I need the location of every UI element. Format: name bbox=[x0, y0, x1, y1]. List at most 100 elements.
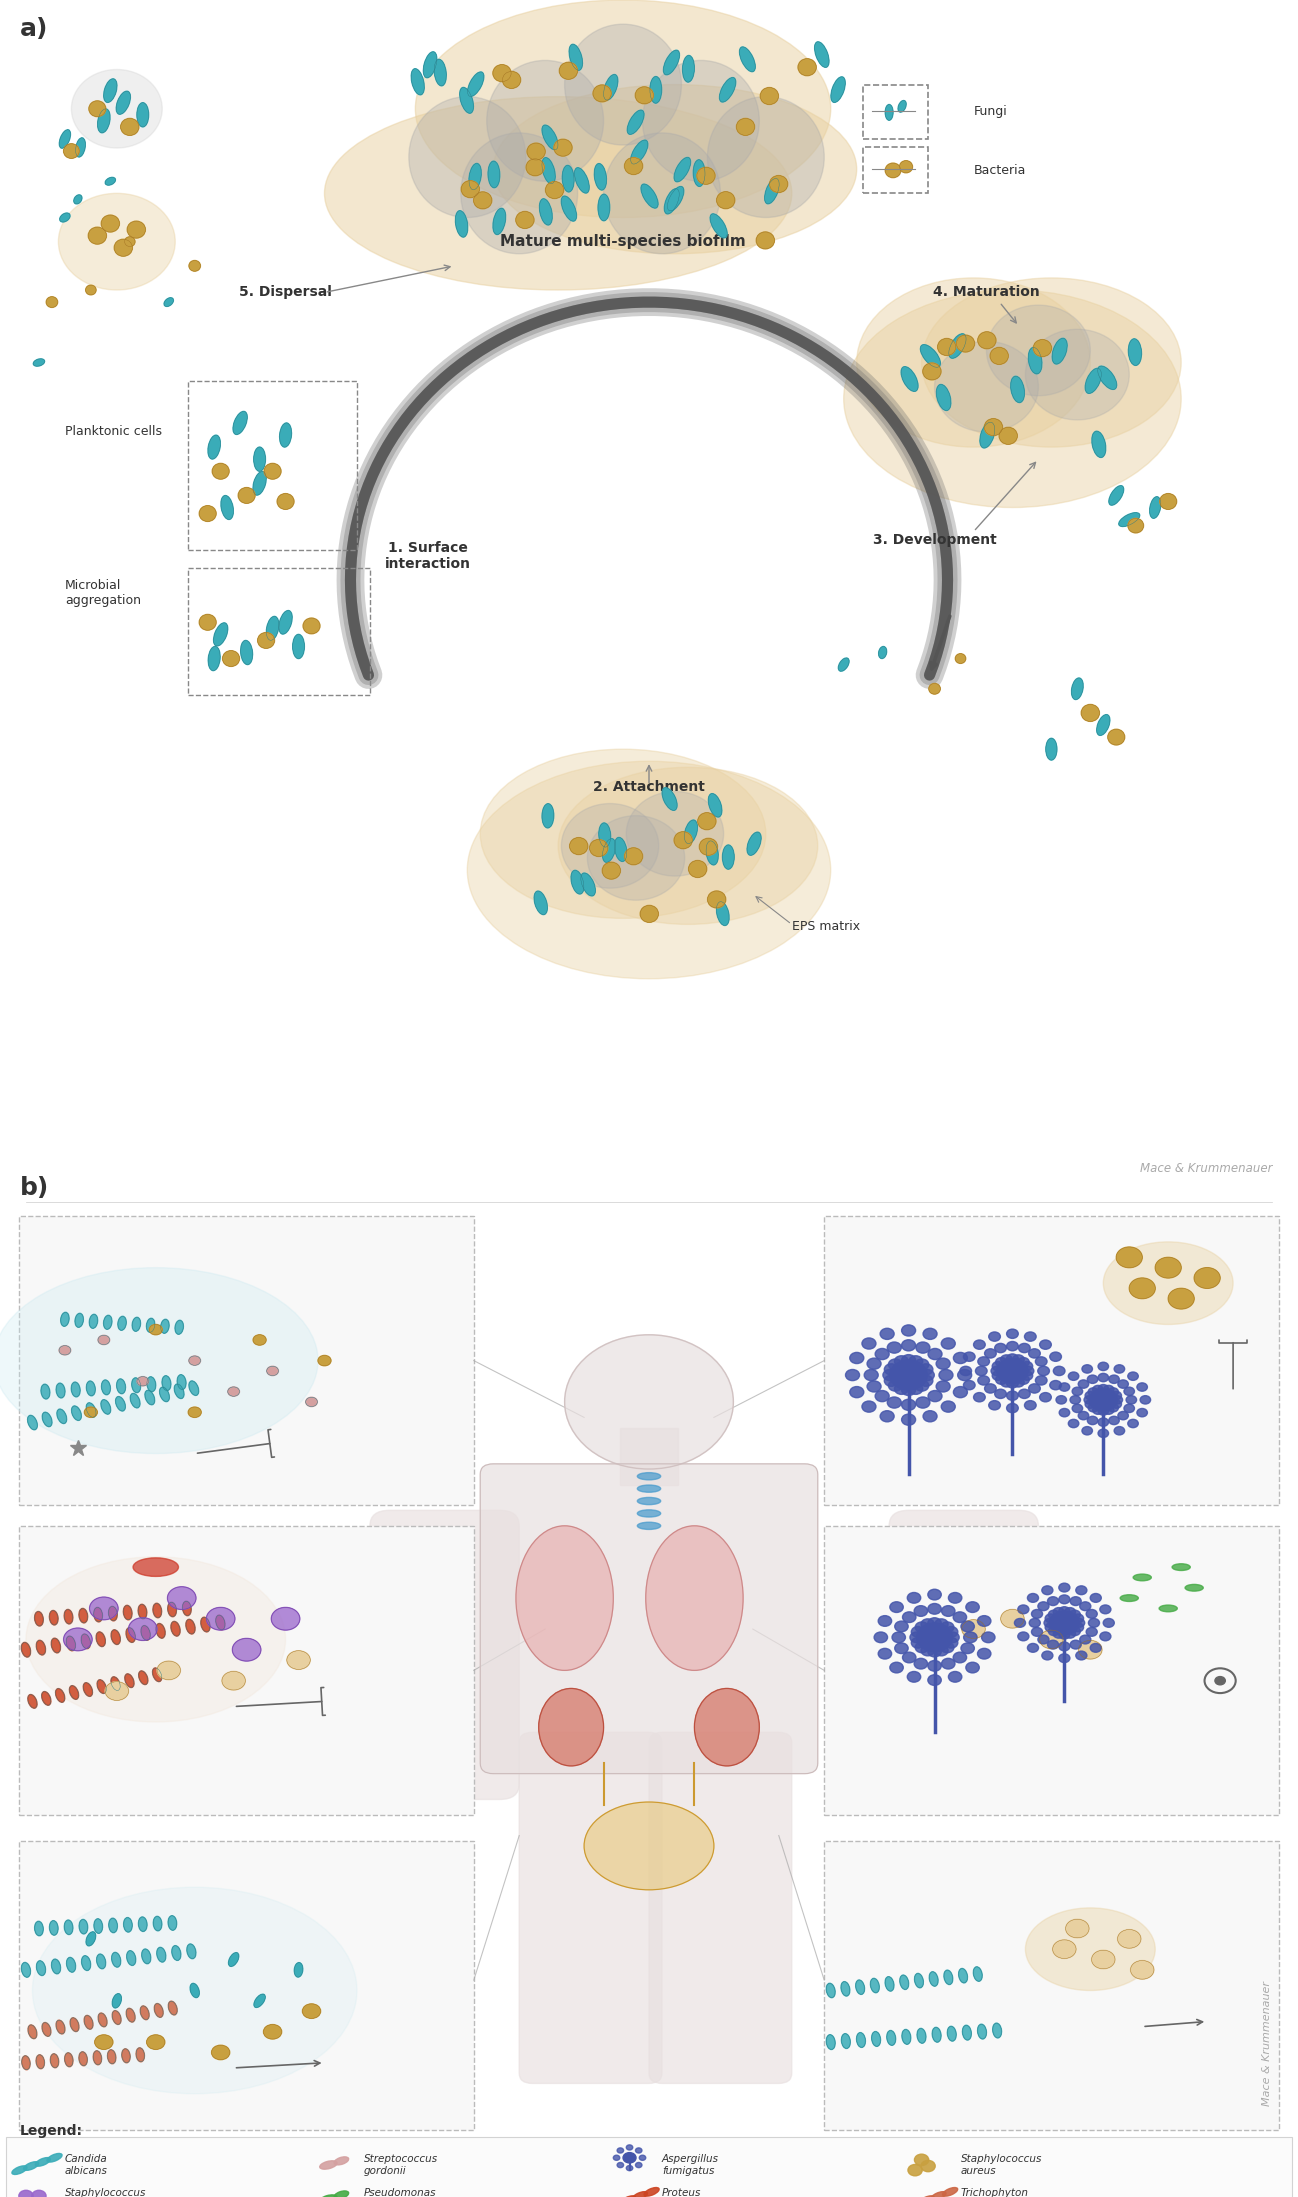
Ellipse shape bbox=[51, 1639, 61, 1652]
Ellipse shape bbox=[334, 2190, 349, 2197]
Circle shape bbox=[623, 2153, 636, 2162]
Circle shape bbox=[1070, 1395, 1080, 1404]
Ellipse shape bbox=[467, 762, 831, 980]
Ellipse shape bbox=[839, 659, 849, 670]
Ellipse shape bbox=[23, 2162, 39, 2171]
Ellipse shape bbox=[827, 2034, 835, 2050]
Circle shape bbox=[1076, 1652, 1086, 1661]
Circle shape bbox=[985, 1384, 997, 1393]
Circle shape bbox=[1079, 1641, 1102, 1659]
Text: Staphylococcus
aureus: Staphylococcus aureus bbox=[961, 2155, 1042, 2175]
Circle shape bbox=[1068, 1371, 1079, 1380]
Ellipse shape bbox=[922, 279, 1181, 448]
Ellipse shape bbox=[855, 1979, 864, 1995]
Circle shape bbox=[962, 1619, 985, 1639]
Circle shape bbox=[938, 1369, 953, 1380]
Ellipse shape bbox=[43, 1413, 52, 1426]
Circle shape bbox=[900, 160, 912, 174]
Ellipse shape bbox=[240, 642, 253, 663]
Circle shape bbox=[928, 1674, 941, 1685]
Circle shape bbox=[1032, 1628, 1042, 1637]
Ellipse shape bbox=[228, 1386, 240, 1397]
Circle shape bbox=[1018, 1358, 1029, 1367]
Ellipse shape bbox=[1128, 338, 1141, 365]
Ellipse shape bbox=[831, 77, 845, 103]
Ellipse shape bbox=[175, 1320, 183, 1334]
Ellipse shape bbox=[598, 824, 610, 848]
Ellipse shape bbox=[140, 2006, 149, 2019]
Ellipse shape bbox=[123, 1606, 132, 1619]
Circle shape bbox=[554, 138, 572, 156]
Ellipse shape bbox=[885, 105, 893, 121]
Ellipse shape bbox=[980, 422, 994, 448]
Ellipse shape bbox=[694, 1689, 759, 1766]
Ellipse shape bbox=[42, 1384, 49, 1399]
Circle shape bbox=[928, 1349, 942, 1360]
Circle shape bbox=[1098, 1362, 1108, 1371]
Circle shape bbox=[64, 143, 79, 158]
Circle shape bbox=[923, 1329, 937, 1340]
Circle shape bbox=[770, 176, 788, 193]
Ellipse shape bbox=[71, 70, 162, 147]
Ellipse shape bbox=[130, 1393, 140, 1408]
Circle shape bbox=[961, 1621, 975, 1632]
Circle shape bbox=[1098, 1384, 1108, 1393]
Ellipse shape bbox=[157, 1947, 166, 1962]
Ellipse shape bbox=[1108, 486, 1124, 505]
Ellipse shape bbox=[254, 448, 266, 472]
Ellipse shape bbox=[1072, 679, 1083, 699]
Text: Fungi: Fungi bbox=[974, 105, 1007, 119]
Ellipse shape bbox=[584, 1802, 714, 1889]
Circle shape bbox=[916, 1624, 953, 1652]
Circle shape bbox=[1038, 1602, 1049, 1610]
Circle shape bbox=[635, 88, 653, 103]
Ellipse shape bbox=[153, 1604, 162, 1617]
Ellipse shape bbox=[627, 791, 724, 877]
Circle shape bbox=[1072, 1386, 1083, 1395]
Ellipse shape bbox=[105, 178, 116, 185]
Circle shape bbox=[757, 233, 775, 248]
Circle shape bbox=[1022, 1371, 1033, 1380]
Ellipse shape bbox=[637, 1485, 661, 1492]
Circle shape bbox=[1018, 1632, 1029, 1641]
Circle shape bbox=[1118, 1410, 1128, 1419]
Ellipse shape bbox=[118, 1316, 126, 1329]
Ellipse shape bbox=[423, 53, 437, 77]
Ellipse shape bbox=[409, 97, 526, 218]
Circle shape bbox=[894, 1643, 909, 1654]
Circle shape bbox=[1049, 1610, 1059, 1619]
Circle shape bbox=[1038, 1367, 1049, 1375]
Circle shape bbox=[915, 2153, 929, 2166]
Ellipse shape bbox=[667, 187, 684, 211]
Circle shape bbox=[1080, 1602, 1090, 1610]
Ellipse shape bbox=[1011, 376, 1024, 402]
Circle shape bbox=[1038, 1635, 1049, 1643]
Ellipse shape bbox=[61, 1312, 69, 1327]
Ellipse shape bbox=[154, 2004, 164, 2017]
Circle shape bbox=[1007, 1329, 1019, 1338]
Circle shape bbox=[1080, 1635, 1090, 1643]
Ellipse shape bbox=[56, 2019, 65, 2034]
FancyBboxPatch shape bbox=[824, 1525, 1279, 1815]
Ellipse shape bbox=[271, 1608, 300, 1630]
Ellipse shape bbox=[632, 2193, 648, 2197]
Circle shape bbox=[1054, 1367, 1064, 1375]
Ellipse shape bbox=[47, 2153, 62, 2162]
Ellipse shape bbox=[539, 1689, 604, 1766]
Circle shape bbox=[636, 2149, 643, 2153]
Ellipse shape bbox=[183, 1602, 191, 1615]
Circle shape bbox=[1088, 1417, 1098, 1424]
Circle shape bbox=[907, 1672, 920, 1683]
FancyBboxPatch shape bbox=[519, 1731, 662, 2083]
Circle shape bbox=[1019, 1389, 1031, 1399]
Ellipse shape bbox=[334, 2157, 349, 2164]
Ellipse shape bbox=[569, 44, 583, 70]
Ellipse shape bbox=[562, 804, 659, 888]
Ellipse shape bbox=[561, 196, 576, 222]
Circle shape bbox=[936, 1382, 950, 1393]
Circle shape bbox=[1072, 1624, 1084, 1632]
Circle shape bbox=[997, 1358, 1028, 1384]
Ellipse shape bbox=[116, 1397, 126, 1410]
Ellipse shape bbox=[113, 1993, 121, 2008]
Circle shape bbox=[941, 1338, 955, 1349]
